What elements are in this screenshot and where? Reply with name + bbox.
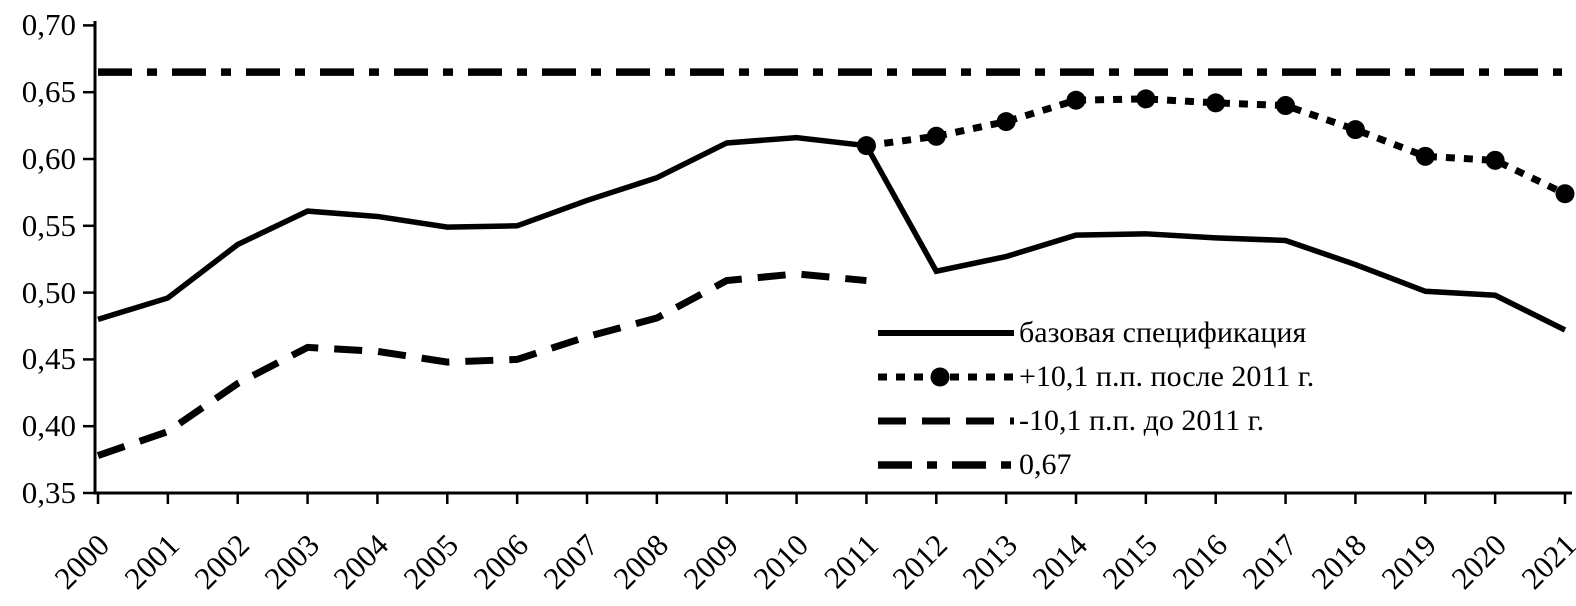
legend-item-base: базовая спецификация (876, 311, 1314, 355)
y-tick-label: 0,55 (21, 207, 76, 243)
legend-dotted-marker-line-icon (878, 367, 1014, 387)
legend-dashed-line-icon (878, 417, 1014, 425)
y-tick-label: 0,60 (21, 141, 76, 176)
legend-label-base: базовая спецификация (1019, 316, 1307, 349)
series-marker (856, 136, 876, 156)
series-marker (1206, 93, 1226, 113)
legend-label-minus: -10,1 п.п. до 2011 г. (1019, 404, 1265, 437)
series-marker (1555, 184, 1575, 204)
series-line-minus-10-1-before-2011 (96, 270, 867, 459)
legend-dashdot-line-icon (878, 461, 1014, 469)
legend-item-plus: +10,1 п.п. после 2011 г. (876, 355, 1314, 399)
series-line-base (97, 134, 1567, 333)
series-marker (1415, 146, 1435, 166)
y-tick-label: 0,70 (21, 7, 76, 43)
series-marker (1485, 150, 1505, 170)
y-tick-label: 0,50 (21, 274, 76, 310)
y-tick-label: 0,40 (21, 408, 76, 444)
series-marker (1066, 90, 1086, 110)
series-marker (1345, 120, 1365, 140)
series-marker (926, 126, 946, 146)
legend-label-plus: +10,1 п.п. после 2011 г. (1019, 360, 1315, 393)
series-marker (996, 112, 1016, 132)
y-tick-label: 0,65 (21, 74, 76, 110)
legend-item-minus: -10,1 п.п. до 2011 г. (876, 399, 1314, 443)
series-line-plus-10-1-after-2011 (865, 95, 1567, 197)
legend-label-reference: 0,67 (1019, 448, 1072, 481)
series-marker (1276, 96, 1296, 116)
legend-item-reference: 0,67 (876, 443, 1314, 487)
series-marker (1136, 89, 1156, 109)
y-tick-label: 0,35 (21, 475, 76, 510)
y-tick-label: 0,45 (21, 341, 76, 377)
legend-solid-line-icon (878, 330, 1014, 336)
legend: базовая спецификация +10,1 п.п. после 20… (876, 311, 1314, 487)
